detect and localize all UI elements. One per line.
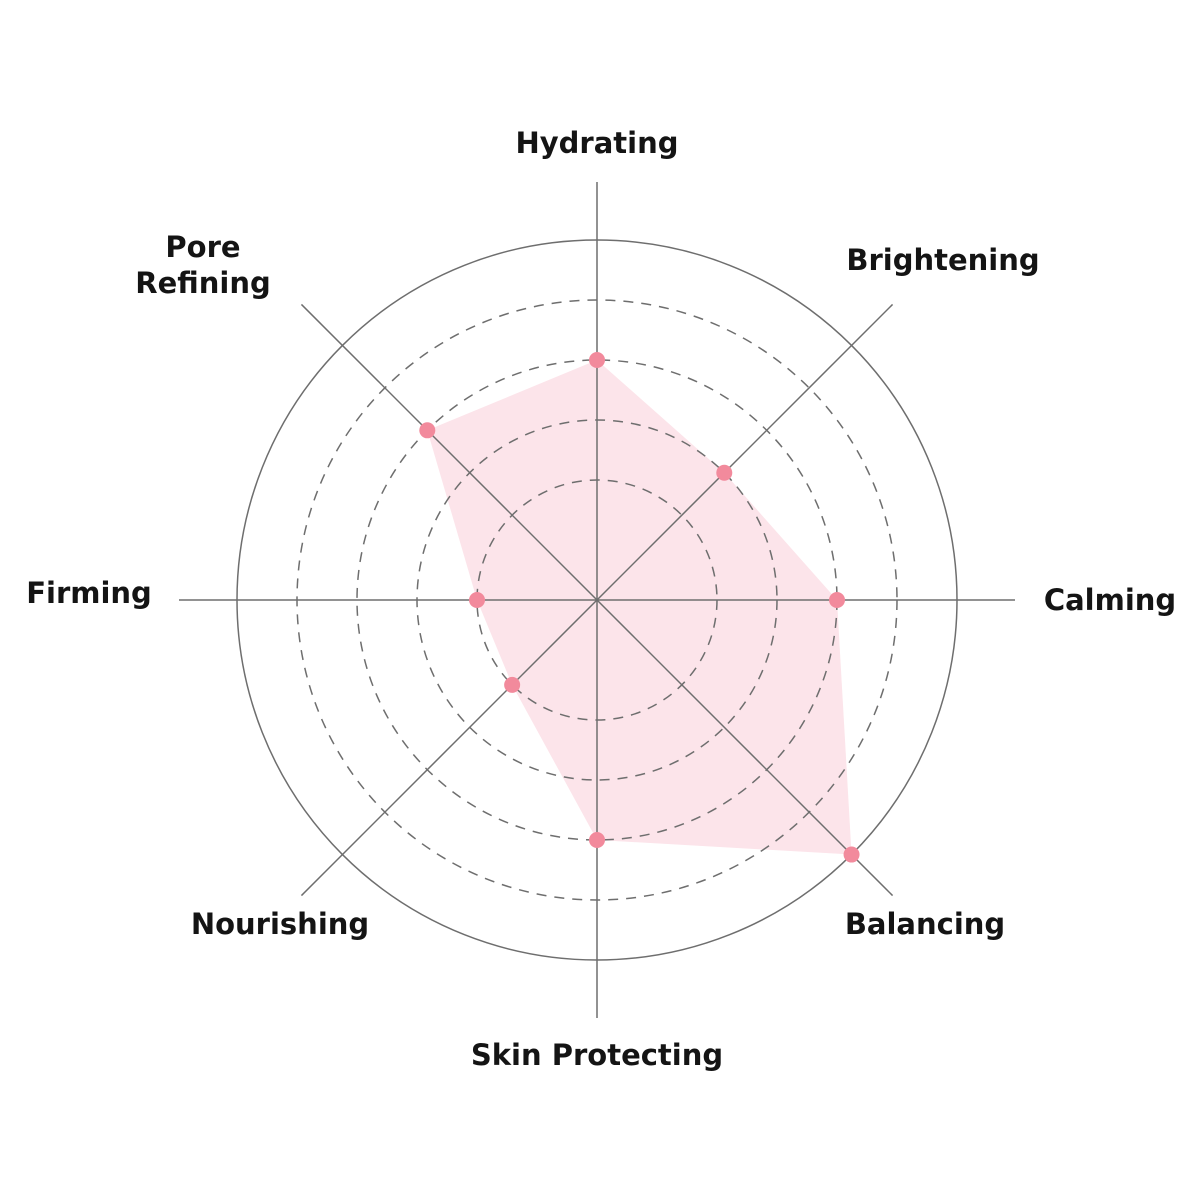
axis-line [596,599,894,897]
axis-label-pore-refining: Pore Refining [135,230,271,300]
axis-label-skin-protecting: Skin Protecting [470,1038,724,1072]
data-point [716,464,733,481]
axis-label-brightening: Brightening [846,243,1040,277]
data-point [843,846,860,863]
data-point [589,352,605,368]
axis-label-calming: Calming [1043,583,1177,617]
axis-label-nourishing: Nourishing [190,907,370,941]
axis-label-balancing: Balancing [844,907,1006,941]
axis-line [596,303,894,601]
data-point [419,422,436,439]
axis-line [300,303,598,601]
data-point [504,676,521,693]
data-point [589,832,605,848]
axis-label-hydrating: Hydrating [515,126,679,160]
axis-line [300,599,598,897]
data-point [469,592,485,608]
data-area [427,360,852,855]
axis-label-firming: Firming [26,576,152,610]
data-point [829,592,845,608]
